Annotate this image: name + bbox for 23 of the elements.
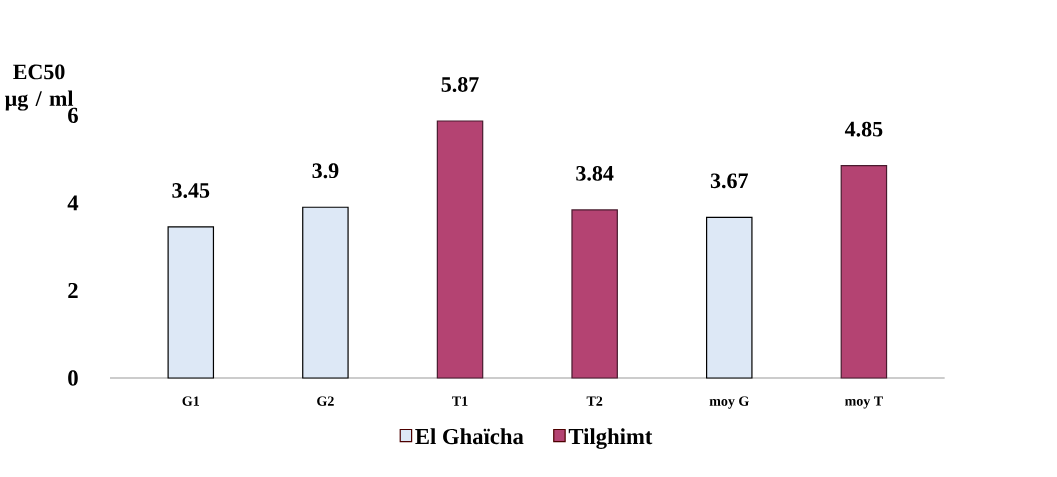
x-tick-label: moy T bbox=[845, 396, 883, 409]
x-tick-label: moy G bbox=[709, 396, 749, 409]
data-label: 3.9 bbox=[312, 163, 339, 179]
data-label: 3.45 bbox=[172, 183, 210, 198]
x-tick-label: G1 bbox=[182, 396, 199, 406]
data-label: 5.87 bbox=[441, 77, 479, 92]
x-tick-label: T1 bbox=[452, 396, 468, 406]
x-tick-label: G2 bbox=[317, 396, 334, 406]
bar bbox=[167, 226, 215, 379]
bar bbox=[840, 165, 888, 379]
legend-label: Tilghimt bbox=[568, 428, 653, 449]
data-label: 3.67 bbox=[710, 173, 748, 189]
bar bbox=[706, 216, 753, 379]
bar bbox=[302, 206, 349, 379]
legend-label: El Ghaïcha bbox=[415, 428, 524, 445]
y-tick-label: 0 bbox=[68, 370, 78, 386]
data-label: 4.85 bbox=[844, 121, 883, 137]
y-tick-label: 2 bbox=[68, 282, 78, 298]
x-tick-label: T2 bbox=[586, 396, 603, 406]
bar bbox=[571, 209, 618, 379]
y-tick-label: 4 bbox=[67, 195, 79, 211]
data-label: 3.84 bbox=[576, 165, 614, 181]
bar bbox=[436, 120, 484, 379]
